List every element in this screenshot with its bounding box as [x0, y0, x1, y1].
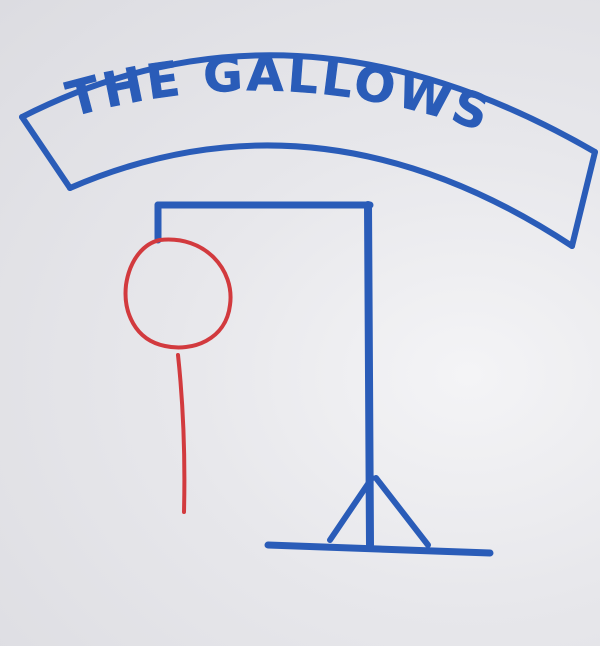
gallows-brace-left — [327, 475, 375, 543]
banner-bottom-edge — [67, 142, 575, 249]
banner-left-edge — [19, 114, 73, 191]
banner-right-edge — [569, 149, 598, 249]
banner-title: THE GALLOWS — [61, 46, 499, 143]
gallows-brace-right — [373, 475, 431, 548]
banner-top-edge — [19, 52, 598, 155]
hangman-body — [176, 353, 187, 514]
hangman-head — [123, 237, 233, 350]
hangman-figure — [123, 237, 233, 514]
gallows-base — [264, 541, 494, 557]
title-banner — [19, 52, 598, 249]
gallows-post — [364, 201, 374, 549]
gallows — [154, 201, 494, 557]
